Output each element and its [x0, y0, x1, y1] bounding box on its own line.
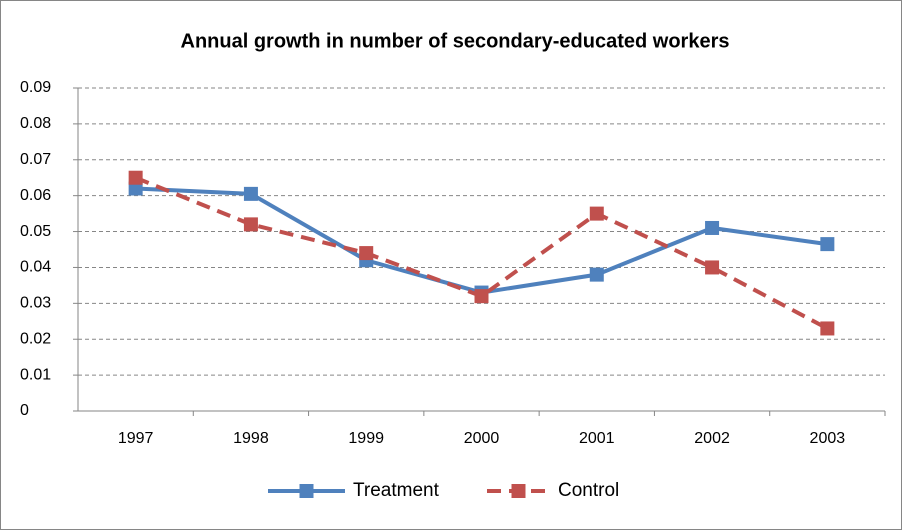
y-tick-label: 0.07: [20, 151, 51, 168]
y-tick-label: 0.03: [20, 295, 51, 312]
x-tick-label: 2000: [464, 430, 500, 447]
marker: [820, 237, 835, 252]
legend-label: Treatment: [353, 480, 440, 501]
marker: [243, 186, 258, 201]
x-tick-label: 1997: [118, 430, 154, 447]
marker: [589, 267, 604, 282]
y-tick-label: 0.05: [20, 223, 51, 240]
chart-title: Annual growth in number of secondary-edu…: [181, 30, 730, 52]
marker: [128, 170, 143, 185]
y-tick-label: 0.04: [20, 259, 51, 276]
y-tick-label: 0.08: [20, 115, 51, 132]
x-tick-label: 2003: [810, 430, 846, 447]
y-tick-label: 0: [20, 402, 29, 419]
y-tick-label: 0.01: [20, 366, 51, 383]
y-tick-label: 0.09: [20, 79, 51, 96]
marker: [705, 260, 720, 275]
marker: [820, 321, 835, 336]
marker: [359, 246, 374, 261]
marker: [705, 220, 720, 235]
x-tick-label: 1998: [233, 430, 269, 447]
y-tick-label: 0.06: [20, 187, 51, 204]
legend-marker: [511, 484, 526, 498]
x-tick-label: 2001: [579, 430, 615, 447]
marker: [243, 217, 258, 232]
marker: [128, 181, 143, 196]
x-tick-label: 2002: [694, 430, 730, 447]
marker: [474, 289, 489, 304]
x-tick-label: 1999: [348, 430, 384, 447]
y-tick-label: 0.02: [20, 330, 51, 347]
legend-marker: [299, 484, 314, 498]
marker: [589, 206, 604, 221]
legend-label: Control: [558, 480, 619, 501]
